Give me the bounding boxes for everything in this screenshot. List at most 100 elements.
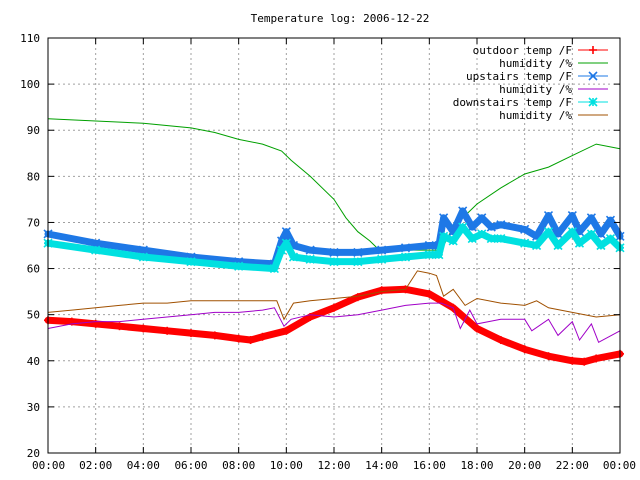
data-point <box>473 324 481 333</box>
data-point <box>532 240 542 251</box>
data-point <box>281 227 291 237</box>
data-point <box>377 245 387 255</box>
data-point <box>288 252 299 262</box>
x-tick-label: 08:00 <box>222 459 255 472</box>
data-point <box>586 213 596 223</box>
series-line <box>47 118 621 251</box>
data-point <box>477 229 487 239</box>
data-point <box>353 293 362 302</box>
data-point <box>246 336 255 345</box>
x-tick-label: 00:00 <box>32 459 65 472</box>
data-point <box>91 238 101 248</box>
data-point <box>377 254 387 264</box>
data-point <box>400 243 411 253</box>
y-tick-label: 70 <box>27 216 40 229</box>
x-tick-label: 06:00 <box>174 459 207 472</box>
data-point <box>568 356 577 365</box>
data-point <box>458 206 468 216</box>
data-point <box>377 286 386 295</box>
data-point <box>234 334 243 343</box>
x-tick-label: 20:00 <box>508 459 541 472</box>
data-point <box>458 222 468 232</box>
series-5 <box>47 270 621 321</box>
data-point <box>553 240 563 251</box>
legend-label: downstairs temp /F <box>453 96 572 109</box>
data-point <box>305 245 315 255</box>
x-tick-label: 00:00 <box>603 459 636 472</box>
data-point <box>281 238 291 248</box>
legend-label: upstairs temp /F <box>466 70 572 83</box>
data-point <box>329 257 339 267</box>
legend-label: humidity /% <box>499 109 572 122</box>
data-point <box>163 326 172 335</box>
legend-label: outdoor temp /F <box>473 44 572 57</box>
chart-title: Temperature log: 2006-12-22 <box>251 12 430 25</box>
data-point <box>425 289 434 298</box>
series-line <box>47 302 621 344</box>
grid-lines <box>48 38 620 453</box>
data-point <box>496 220 506 230</box>
data-point <box>543 227 554 237</box>
y-tick-label: 40 <box>27 355 40 368</box>
data-point <box>115 322 124 331</box>
data-point <box>605 215 616 225</box>
data-point <box>544 352 553 361</box>
data-point <box>186 257 196 267</box>
x-tick-label: 16:00 <box>413 459 446 472</box>
data-point <box>567 210 577 221</box>
axis-ticks: 20 30 40 50 60 70 80 90 100 110 00:00 02:00 04:00 06:… <box>20 32 636 472</box>
data-point <box>543 210 554 221</box>
y-tick-label: 80 <box>27 170 40 183</box>
series-3 <box>47 302 621 344</box>
data-point <box>520 238 530 248</box>
data-point <box>400 252 411 262</box>
data-point <box>439 231 449 241</box>
data-point <box>520 345 529 354</box>
data-point <box>329 247 339 257</box>
legend-marker <box>588 71 598 81</box>
data-point <box>467 222 477 232</box>
data-point <box>210 331 219 340</box>
x-tick-label: 04:00 <box>127 459 160 472</box>
data-point <box>424 250 434 260</box>
data-point <box>467 234 477 244</box>
data-point <box>277 245 287 255</box>
x-tick-label: 10:00 <box>270 459 303 472</box>
data-point <box>139 324 148 333</box>
data-point <box>596 240 606 251</box>
data-point <box>353 247 363 257</box>
data-point <box>496 336 505 345</box>
series-1 <box>47 118 621 251</box>
data-point <box>586 229 596 239</box>
legend-label: humidity /% <box>499 57 572 70</box>
data-point <box>486 234 496 244</box>
y-tick-label: 20 <box>27 447 40 460</box>
data-point <box>439 213 449 223</box>
series-line <box>47 270 621 321</box>
data-point <box>282 326 291 335</box>
y-tick-label: 90 <box>27 124 40 137</box>
data-point <box>486 222 496 232</box>
data-point <box>596 229 606 239</box>
x-tick-label: 14:00 <box>365 459 398 472</box>
x-tick-label: 18:00 <box>460 459 493 472</box>
data-point <box>305 254 315 264</box>
legend-label: humidity /% <box>499 83 572 96</box>
data-point <box>138 245 148 255</box>
y-tick-label: 110 <box>20 32 40 45</box>
data-point <box>91 245 101 255</box>
data-point <box>496 234 506 244</box>
y-tick-label: 60 <box>27 263 40 276</box>
data-point <box>434 250 444 260</box>
x-tick-label: 12:00 <box>317 459 350 472</box>
legend-marker <box>588 97 598 107</box>
data-point <box>424 240 434 251</box>
data-point <box>574 238 585 248</box>
legend-marker <box>589 46 597 54</box>
y-tick-label: 100 <box>20 78 40 91</box>
series-line <box>44 285 624 366</box>
data-point <box>330 303 338 312</box>
data-point <box>353 257 363 267</box>
data-point <box>448 236 458 246</box>
